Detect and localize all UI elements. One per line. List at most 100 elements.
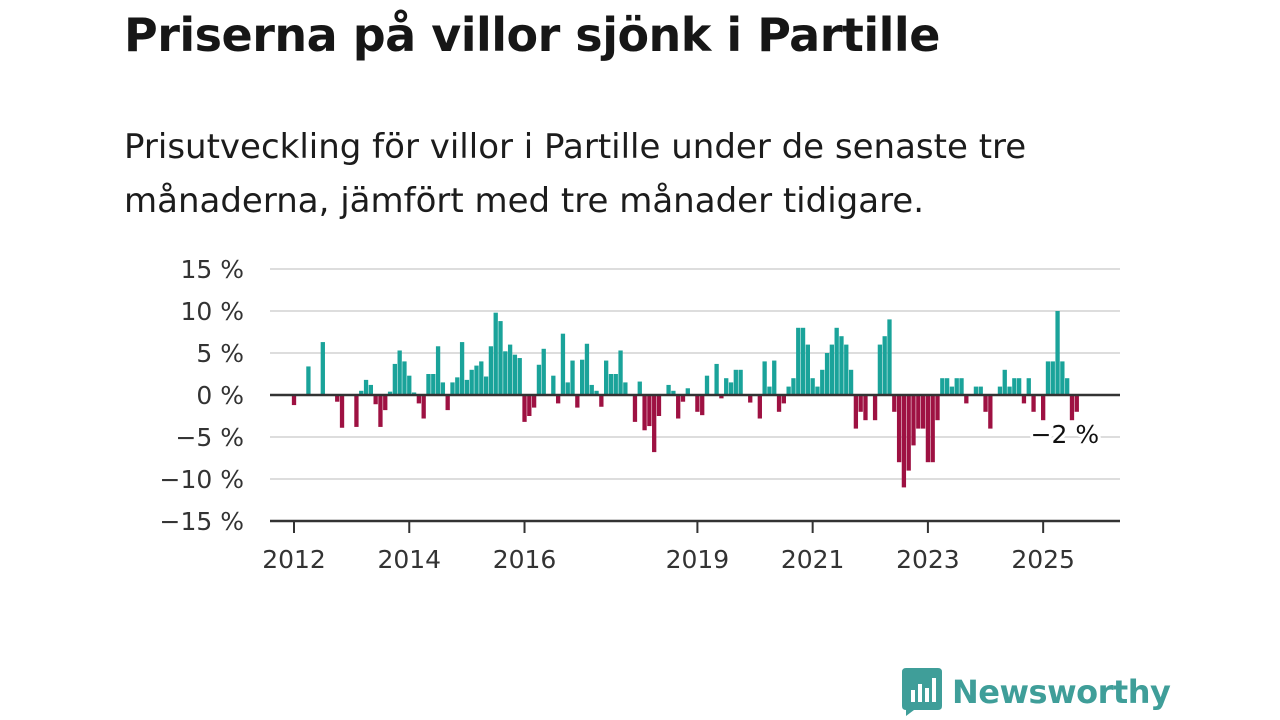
bar-positive [604, 360, 609, 395]
bar-negative [911, 395, 916, 446]
bar-positive [738, 369, 743, 395]
bar-negative [575, 395, 580, 408]
bar-chart-speech-bubble-icon [902, 668, 942, 716]
bar-positive [459, 342, 465, 395]
bar-negative [373, 395, 378, 405]
bar-positive [978, 386, 983, 395]
bar-positive [714, 363, 719, 395]
y-tick-label: −10 % [160, 465, 244, 494]
bar-negative [383, 395, 388, 411]
bar-positive [824, 353, 830, 395]
bar-positive [512, 354, 518, 395]
bar-positive [541, 348, 546, 395]
bar-positive [848, 369, 854, 395]
bar-positive [1055, 311, 1060, 395]
y-tick-label: 5 % [196, 339, 244, 368]
bar-positive [1026, 378, 1031, 395]
bar-negative [748, 395, 753, 403]
bar-negative [776, 395, 782, 412]
bar-negative [719, 395, 724, 399]
bar-positive [618, 350, 623, 395]
bar-positive [589, 384, 594, 395]
bar-negative [901, 395, 907, 488]
bar-positive [791, 378, 796, 395]
bar-negative [416, 395, 422, 404]
bar-positive [839, 336, 844, 395]
bar-negative [892, 395, 897, 412]
bar-negative [647, 395, 652, 427]
bar-negative [527, 395, 532, 416]
bar-positive [407, 375, 412, 395]
latest-value-annotation: −2 % [1028, 417, 1103, 452]
bar-negative [925, 395, 931, 463]
bar-positive [829, 344, 835, 395]
bar-positive [464, 379, 470, 395]
y-tick-label: −5 % [175, 423, 244, 452]
bar-positive [479, 361, 484, 395]
bar-negative [983, 395, 988, 412]
bar-positive [1002, 369, 1007, 395]
bar-negative [676, 395, 681, 419]
bar-negative [656, 395, 662, 416]
bar-positive [882, 336, 887, 395]
x-axis: 2012 2014 2016 2019 2021 2023 2025 [262, 519, 1120, 574]
bar-negative [531, 395, 537, 408]
bar-negative [652, 395, 657, 453]
bar-positive [767, 386, 772, 395]
bar-positive [973, 386, 979, 395]
bar-positive [815, 386, 820, 395]
bar-negative [906, 395, 911, 471]
bar-positive [488, 346, 494, 395]
bar-positive [570, 360, 575, 395]
bar-negative [872, 395, 878, 421]
bar-positive [536, 364, 542, 395]
bar-positive [565, 382, 570, 395]
bar-positive [844, 344, 849, 395]
chart-title: Priserna på villor sjönk i Partille [124, 8, 940, 62]
bar-positive [666, 384, 671, 395]
bar-positive [820, 369, 825, 395]
bar-positive [762, 361, 767, 395]
newsworthy-brand: Newsworthy [902, 668, 1171, 716]
bar-positive [997, 386, 1003, 395]
bar-positive [469, 369, 474, 395]
bar-positive [450, 382, 455, 395]
bar-positive [772, 360, 777, 395]
bar-positive [1060, 361, 1065, 395]
bar-positive [1017, 378, 1022, 395]
y-tick-label: 15 % [180, 255, 244, 284]
bar-positive [1045, 361, 1051, 395]
bar-negative [700, 395, 705, 416]
bar-negative [680, 395, 686, 402]
bar-negative [695, 395, 700, 412]
bar-negative [916, 395, 921, 429]
bar-positive [671, 390, 676, 395]
bar-positive [580, 359, 585, 395]
bar-positive [685, 388, 690, 395]
bar-positive [306, 366, 311, 395]
bar-positive [426, 374, 431, 395]
annotation-label: −2 % [1031, 420, 1100, 449]
bar-positive [954, 378, 959, 395]
bar-negative [863, 395, 868, 421]
bar-positive [959, 378, 964, 395]
bar-positive [887, 319, 892, 395]
bar-negative [335, 395, 340, 402]
x-tick-label: 2025 [1011, 545, 1075, 574]
bar-negative [1021, 395, 1027, 404]
bar-positive [786, 386, 791, 395]
bar-negative [930, 395, 935, 463]
bar-positive [1065, 378, 1070, 395]
bar-positive [800, 327, 806, 395]
bar-negative [920, 395, 926, 429]
bar-positive [949, 386, 955, 395]
bar-negative [964, 395, 969, 404]
bar-positive [805, 344, 810, 395]
bar-negative [599, 395, 604, 407]
x-tick-label: 2023 [896, 545, 960, 574]
bar-positive [1007, 386, 1012, 395]
bar-positive [796, 327, 801, 395]
bar-positive [944, 378, 950, 395]
bar-negative [1069, 395, 1075, 421]
bar-negative [632, 395, 638, 422]
